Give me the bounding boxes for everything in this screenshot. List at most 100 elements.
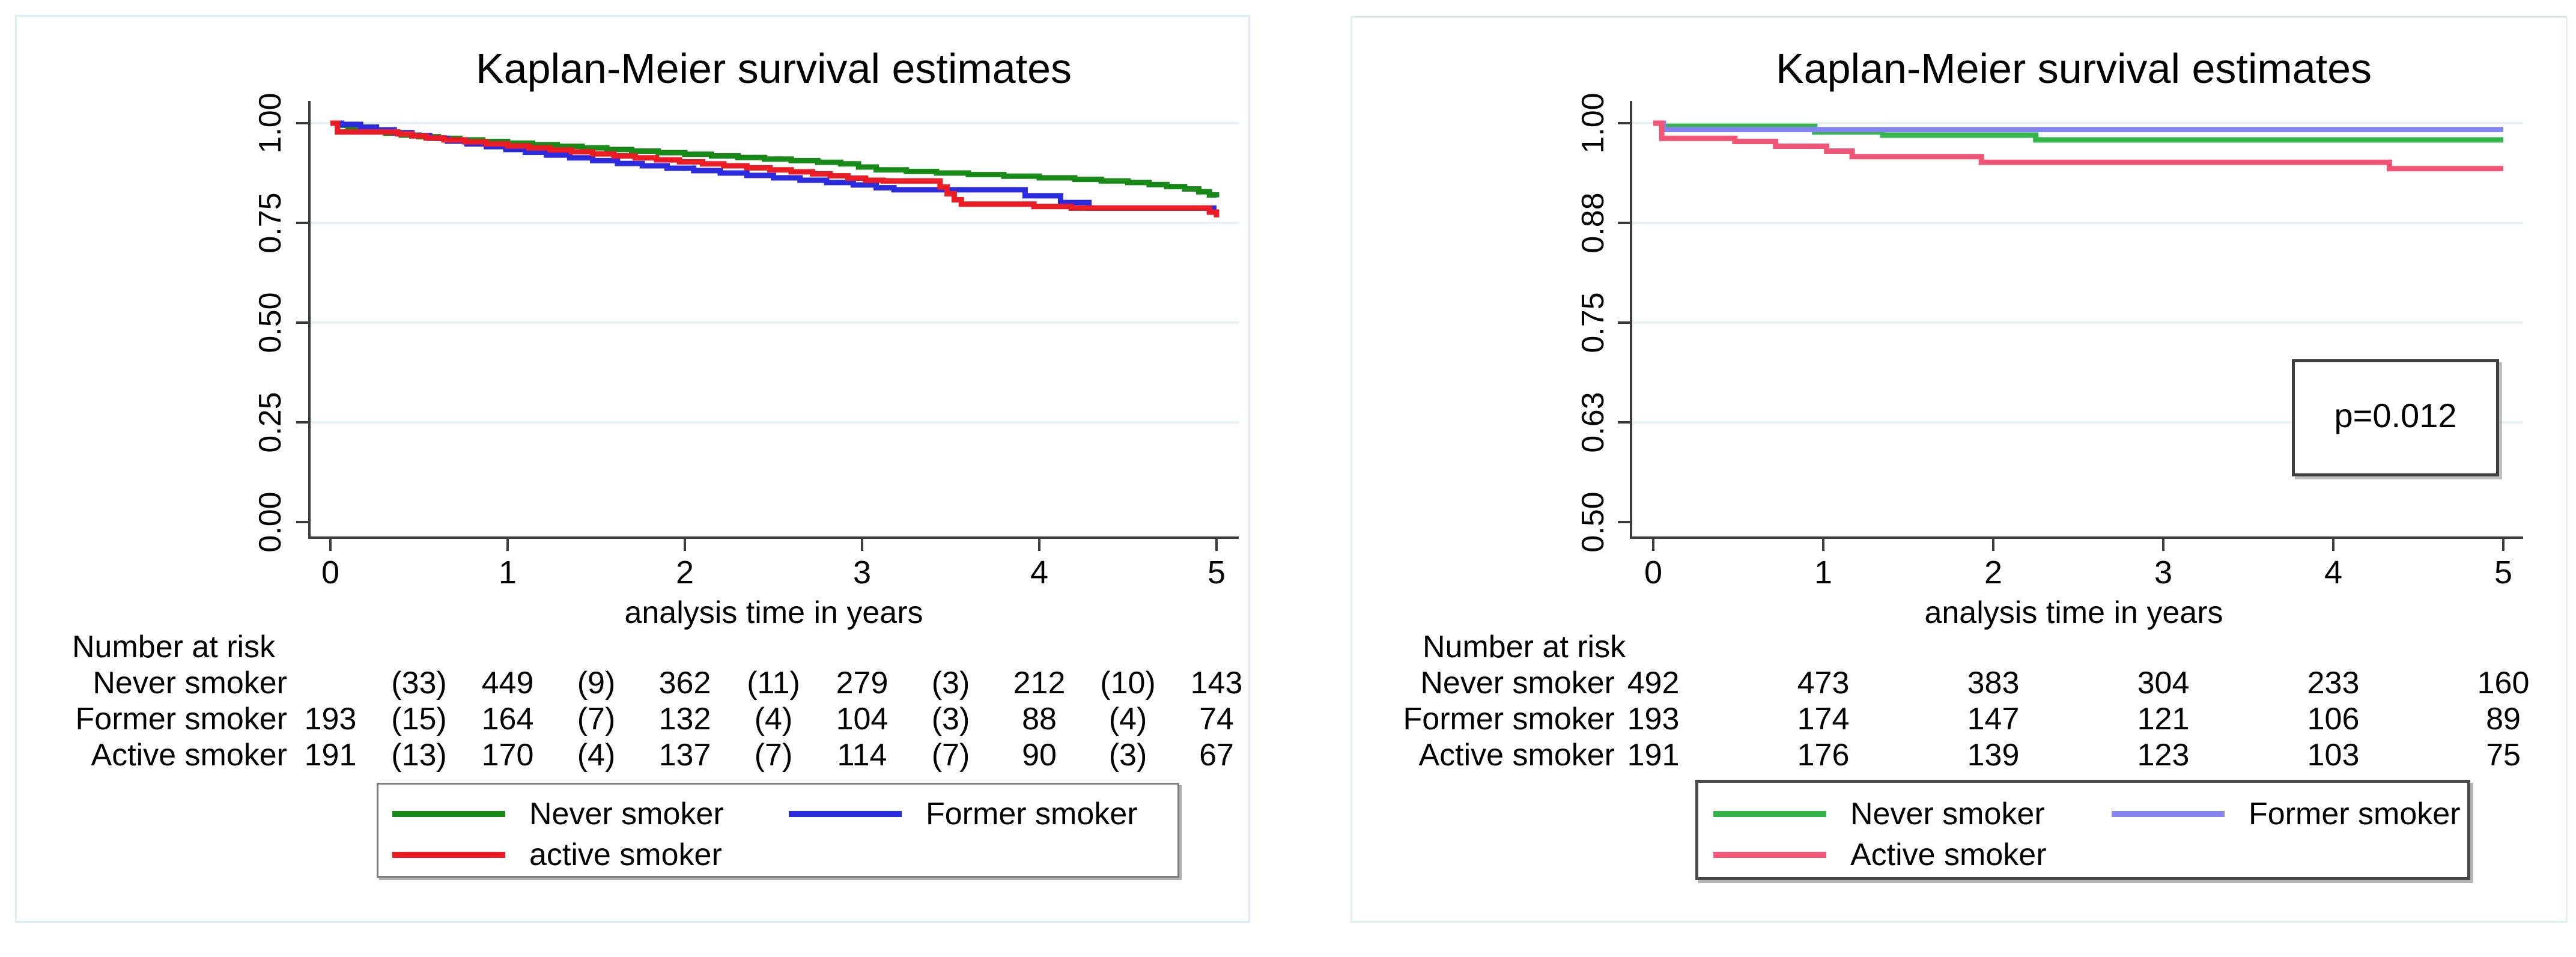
risk-value: 191 <box>1627 738 1680 773</box>
legend-box: Never smoker Former smoker Active smoker <box>1695 780 2470 880</box>
risk-value: 137 <box>658 738 711 773</box>
x-tick-label: 0 <box>321 554 340 591</box>
chart-title: Kaplan-Meier survival estimates <box>475 45 1072 92</box>
risk-value: 193 <box>304 702 357 737</box>
y-tick-label: 0.88 <box>1576 192 1611 254</box>
x-tick-label: 2 <box>1984 554 2003 591</box>
y-tick-label: 0.75 <box>253 192 288 254</box>
risk-value: 75 <box>2486 738 2521 773</box>
risk-value: 67 <box>1199 738 1234 773</box>
risk-value: 492 <box>1627 666 1680 700</box>
x-tick-label: 5 <box>2494 554 2513 591</box>
risk-value: 114 <box>837 738 887 773</box>
risk-table-header: Number at risk <box>72 630 276 664</box>
legend-swatch-former-smoker <box>789 811 902 817</box>
risk-value: 170 <box>481 738 534 773</box>
risk-value: (13) <box>391 738 447 773</box>
risk-value: 193 <box>1627 702 1680 737</box>
legend-label-active-smoker: Active smoker <box>1850 837 2047 872</box>
risk-value: 279 <box>836 666 889 700</box>
risk-table-header: Number at risk <box>1423 630 1626 664</box>
risk-value: 176 <box>1797 738 1850 773</box>
risk-value: 74 <box>1199 702 1234 737</box>
legend-box: Never smoker Former smoker active smoker <box>377 783 1179 878</box>
risk-value: 90 <box>1022 738 1057 773</box>
risk-row-label: Former smoker <box>1403 702 1615 737</box>
x-tick-label: 1 <box>498 554 517 591</box>
km-curve-active-smoker <box>330 120 1220 217</box>
risk-row-label: Never smoker <box>1420 666 1615 700</box>
x-tick-label: 3 <box>852 554 872 591</box>
risk-value: 191 <box>304 738 357 773</box>
y-tick-label: 0.50 <box>253 292 288 353</box>
risk-value: 160 <box>2477 666 2530 700</box>
risk-value: 143 <box>1190 666 1243 700</box>
y-tick-label: 0.75 <box>1576 292 1611 353</box>
risk-value: 233 <box>2307 666 2360 700</box>
risk-value: 89 <box>2486 702 2521 737</box>
legend-label-former-smoker: Former smoker <box>2249 797 2461 831</box>
p-value-box: p=0.012 <box>2292 359 2499 476</box>
risk-value: 121 <box>2137 702 2190 737</box>
p-value-text: p=0.012 <box>2334 396 2457 434</box>
risk-value: 88 <box>1022 702 1057 737</box>
legend-swatch-never-smoker <box>1713 811 1826 817</box>
risk-value: 304 <box>2137 666 2190 700</box>
legend-label-never-smoker: Never smoker <box>1850 797 2045 831</box>
x-axis-label: analysis time in years <box>1924 595 2223 630</box>
risk-value: 104 <box>836 702 889 737</box>
risk-value: (15) <box>391 702 447 737</box>
legend-label-former-smoker: Former smoker <box>926 797 1138 831</box>
risk-value: 139 <box>1967 738 2020 773</box>
x-tick-label: 4 <box>2324 554 2343 591</box>
risk-value: (33) <box>391 666 447 700</box>
risk-value: (3) <box>931 666 970 700</box>
x-tick-label: 3 <box>2154 554 2173 591</box>
risk-value: (7) <box>754 738 793 773</box>
risk-value: 362 <box>658 666 711 700</box>
x-tick-label: 0 <box>1644 554 1663 591</box>
risk-value: (4) <box>754 702 793 737</box>
risk-value: 106 <box>2307 702 2360 737</box>
risk-value: (4) <box>577 738 616 773</box>
x-tick-label: 1 <box>1814 554 1833 591</box>
y-tick-label: 0.63 <box>1576 392 1611 453</box>
risk-value: (7) <box>931 738 970 773</box>
x-tick-label: 4 <box>1030 554 1049 591</box>
risk-row-label: Former smoker <box>75 702 287 737</box>
risk-value: 164 <box>481 702 534 737</box>
risk-value: (3) <box>931 702 970 737</box>
y-tick-label: 0.50 <box>1576 491 1611 553</box>
risk-value: 449 <box>481 666 534 700</box>
risk-value: 147 <box>1967 702 2020 737</box>
chart-title: Kaplan-Meier survival estimates <box>1775 45 2372 92</box>
risk-value: (3) <box>1108 738 1147 773</box>
risk-value: (9) <box>577 666 616 700</box>
risk-value: 103 <box>2307 738 2360 773</box>
legend-label-active-smoker: active smoker <box>529 837 722 872</box>
risk-value: (11) <box>747 666 800 700</box>
risk-value: 212 <box>1013 666 1066 700</box>
legend-swatch-active-smoker <box>392 852 505 858</box>
x-tick-label: 2 <box>675 554 694 591</box>
risk-value: 123 <box>2137 738 2190 773</box>
left-figure-frame <box>15 15 1250 923</box>
y-tick-label: 0.00 <box>253 491 288 553</box>
legend-swatch-former-smoker <box>2112 811 2225 817</box>
y-tick-label: 0.25 <box>253 392 288 453</box>
y-tick-label: 1.00 <box>253 93 288 154</box>
risk-row-label: Active smoker <box>1418 738 1615 773</box>
risk-row-label: Never smoker <box>93 666 287 700</box>
legend-swatch-never-smoker <box>392 811 505 817</box>
risk-value: 174 <box>1797 702 1850 737</box>
risk-value: (7) <box>577 702 616 737</box>
risk-value: (10) <box>1100 666 1156 700</box>
x-axis-label: analysis time in years <box>624 595 923 630</box>
legend-label-never-smoker: Never smoker <box>529 797 724 831</box>
risk-value: 473 <box>1797 666 1850 700</box>
x-tick-label: 5 <box>1207 554 1226 591</box>
risk-value: 132 <box>658 702 711 737</box>
risk-value: (4) <box>1108 702 1147 737</box>
